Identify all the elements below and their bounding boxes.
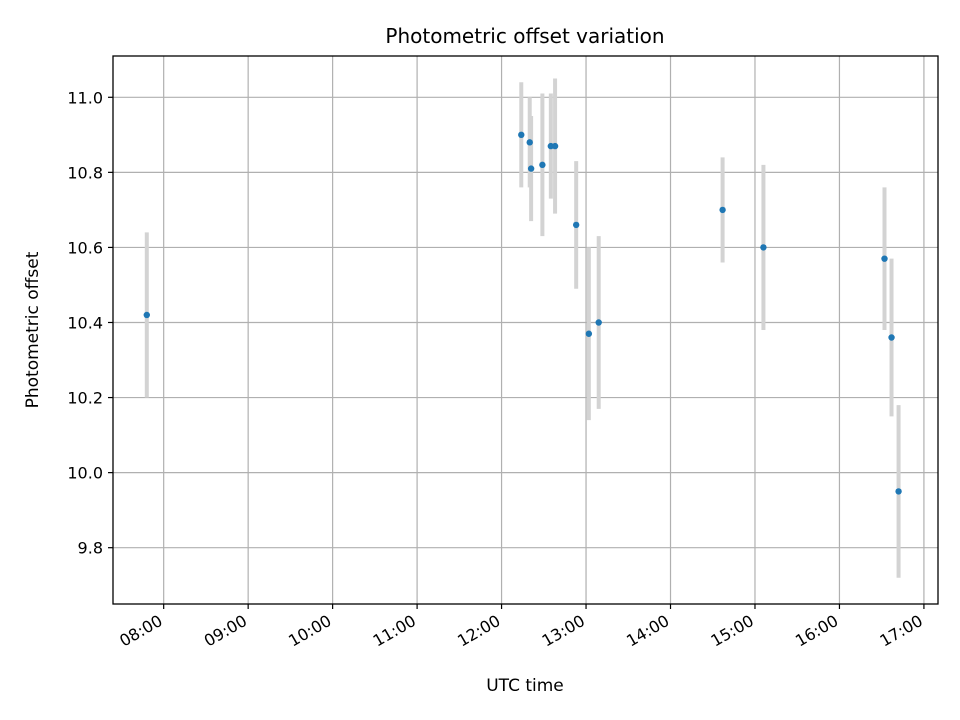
y-tick-label: 10.4 xyxy=(67,313,103,332)
grid xyxy=(113,56,938,604)
chart-title: Photometric offset variation xyxy=(385,24,664,48)
data-point xyxy=(526,139,533,146)
data-point xyxy=(888,334,895,341)
data-point xyxy=(143,311,150,319)
data-point xyxy=(572,221,580,229)
x-axis-title: UTC time xyxy=(486,676,564,696)
y-tick-label: 10.2 xyxy=(67,389,103,408)
data-point xyxy=(539,161,546,169)
data-point xyxy=(881,255,888,262)
plot-frame xyxy=(112,55,939,605)
data-point xyxy=(527,165,535,172)
data-point xyxy=(551,142,559,150)
y-axis-title: Photometric offset xyxy=(23,251,43,408)
y-axis-ticks: 9.8 10.0 10.2 10.4 10.6 10.8 11.0 xyxy=(67,88,113,558)
data-point xyxy=(760,244,767,251)
y-tick-label: 10.8 xyxy=(67,163,103,182)
data-point xyxy=(895,488,902,495)
y-tick-label: 11.0 xyxy=(67,88,103,107)
data-point xyxy=(518,131,525,139)
data-point xyxy=(585,330,593,337)
y-tick-label: 10.6 xyxy=(67,238,103,257)
data-point xyxy=(595,319,602,326)
data-points xyxy=(143,131,902,495)
y-tick-label: 9.8 xyxy=(78,539,103,558)
y-tick-label: 10.0 xyxy=(67,464,103,483)
data-point xyxy=(719,206,726,214)
